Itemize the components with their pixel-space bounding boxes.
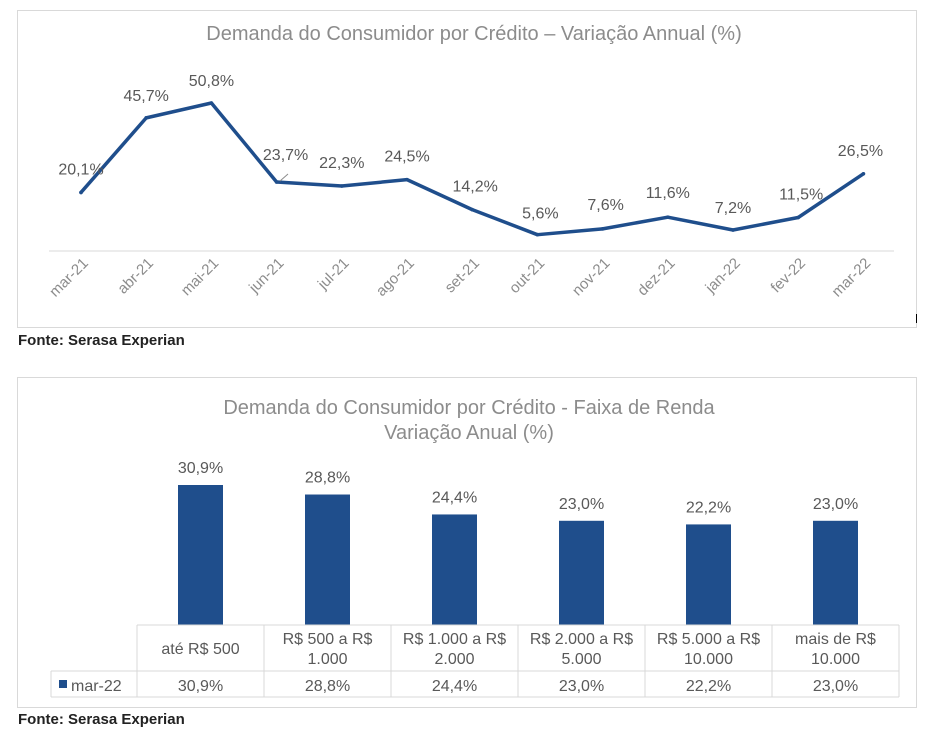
data-point — [274, 180, 279, 184]
table-value: 30,9% — [178, 678, 223, 695]
data-label: 5,6% — [522, 206, 558, 223]
line-chart: Demanda do Consumidor por Crédito – Vari… — [46, 23, 894, 301]
data-point — [535, 232, 540, 237]
bar-chart: Demanda do Consumidor por Crédito - Faix… — [50, 397, 900, 698]
x-tick-label: ago-21 — [373, 255, 418, 300]
data-label: 7,6% — [587, 197, 623, 214]
data-point — [731, 228, 735, 232]
x-tick-label: abr-21 — [114, 255, 157, 298]
line-chart-panel: Demanda do Consumidor por Crédito – Vari… — [17, 10, 917, 328]
data-label: 7,2% — [715, 200, 751, 217]
data-label: 23,0% — [559, 496, 604, 513]
table-value: 22,2% — [686, 678, 731, 695]
category-label: 5.000 — [561, 651, 601, 668]
data-point — [340, 184, 344, 188]
category-label: até R$ 500 — [161, 641, 239, 658]
data-label: 11,5% — [779, 186, 823, 203]
category-label: R$ 1.000 a R$ — [403, 631, 506, 648]
data-label: 28,8% — [305, 470, 350, 487]
data-point — [796, 215, 800, 220]
data-label: 23,7% — [263, 147, 308, 164]
bar — [432, 514, 477, 625]
data-point — [144, 116, 148, 120]
data-point — [470, 207, 475, 212]
data-label: 45,7% — [124, 88, 169, 105]
chart-subtitle: Variação Anual (%) — [384, 422, 554, 444]
data-label: 30,9% — [178, 460, 223, 477]
data-label: 22,3% — [319, 155, 364, 172]
table-value: 23,0% — [559, 678, 604, 695]
data-label: 20,1% — [58, 161, 103, 178]
bar — [686, 524, 731, 625]
category-label: R$ 5.000 a R$ — [657, 631, 760, 648]
bar — [178, 485, 223, 625]
data-point — [861, 171, 866, 176]
table-value: 23,0% — [813, 678, 858, 695]
table-value: 24,4% — [432, 678, 477, 695]
data-label: 24,5% — [384, 149, 429, 166]
legend-swatch — [59, 680, 67, 688]
data-point — [666, 215, 670, 220]
source-note: Fonte: Serasa Experian — [18, 332, 185, 349]
data-label: 22,2% — [686, 499, 731, 516]
chart-edge-mark — [916, 314, 917, 323]
data-label: 11,6% — [646, 185, 690, 202]
leader-line — [279, 173, 289, 182]
x-tick-label: nov-21 — [569, 255, 613, 299]
category-label: R$ 500 a R$ — [283, 631, 373, 648]
data-point — [79, 190, 83, 195]
bar — [559, 520, 604, 625]
x-tick-label: mai-21 — [178, 255, 222, 299]
category-label: 1.000 — [307, 651, 347, 668]
legend-label: mar-22 — [71, 678, 122, 695]
data-label: 26,5% — [838, 143, 883, 160]
chart-title: Demanda do Consumidor por Crédito – Vari… — [206, 23, 741, 45]
x-tick-label: jan-22 — [702, 255, 744, 297]
data-point — [209, 101, 214, 105]
x-tick-label: mar-22 — [829, 255, 875, 301]
category-label: 2.000 — [434, 651, 474, 668]
x-tick-label: set-21 — [442, 255, 484, 297]
category-label: mais de R$ — [795, 631, 876, 648]
data-label: 50,8% — [189, 73, 234, 90]
data-point — [405, 177, 409, 182]
x-tick-label: jun-21 — [245, 255, 287, 297]
x-tick-label: mar-21 — [46, 255, 92, 301]
chart-title: Demanda do Consumidor por Crédito - Faix… — [223, 397, 715, 419]
x-tick-label: fev-22 — [768, 255, 810, 297]
bar — [305, 494, 350, 625]
data-point — [600, 227, 605, 231]
table-value: 28,8% — [305, 678, 350, 695]
x-tick-label: dez-21 — [634, 255, 678, 299]
x-tick-label: jul-21 — [314, 255, 353, 294]
bar-chart-panel: Demanda do Consumidor por Crédito - Faix… — [17, 377, 917, 708]
category-label: R$ 2.000 a R$ — [530, 631, 633, 648]
data-label: 14,2% — [453, 179, 498, 196]
category-label: 10.000 — [811, 651, 860, 668]
category-label: 10.000 — [684, 651, 733, 668]
source-note: Fonte: Serasa Experian — [18, 711, 185, 728]
bar — [813, 520, 858, 625]
data-label: 24,4% — [432, 489, 477, 506]
x-tick-label: out-21 — [506, 255, 548, 297]
data-label: 23,0% — [813, 496, 858, 513]
